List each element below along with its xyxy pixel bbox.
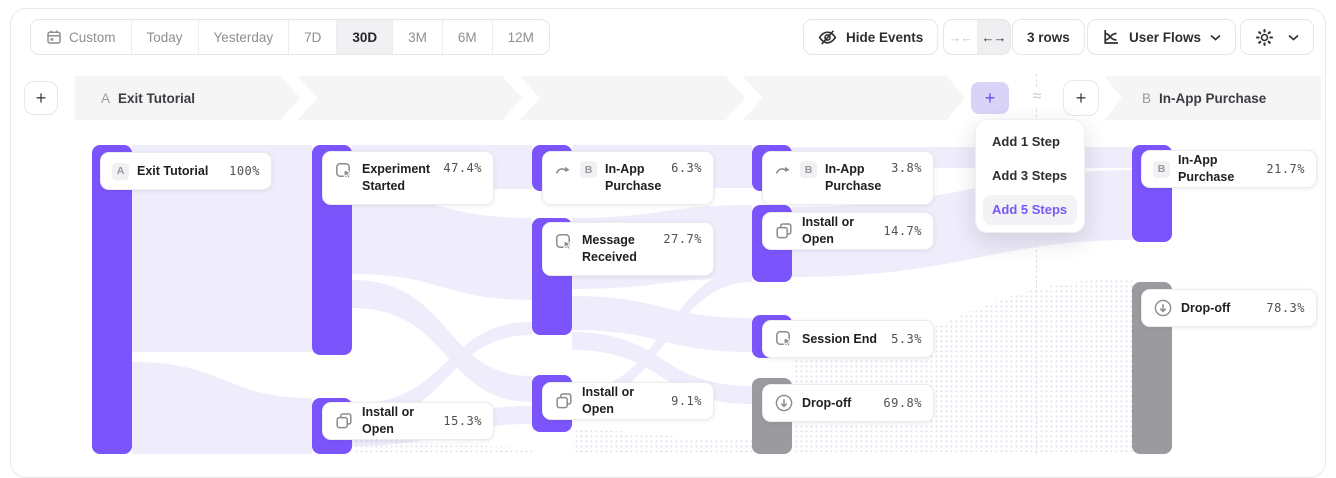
flow-node-in-app-purchase-2[interactable]: B In-App Purchase 3.8% <box>762 151 934 205</box>
add-step-before-b-button[interactable]: + <box>1063 80 1099 116</box>
node-label: Install or Open <box>802 215 855 246</box>
install-icon <box>774 221 794 241</box>
step-b-letter: B <box>1142 90 1152 106</box>
flow-node-drop-off-1[interactable]: Drop-off 69.8% <box>762 384 934 422</box>
date-range-custom[interactable]: Custom <box>31 20 131 54</box>
action-event-icon <box>774 329 794 349</box>
flow-node-in-app-purchase-1[interactable]: B In-App Purchase 6.3% <box>542 151 714 205</box>
flow-node-in-app-purchase-b[interactable]: B In-App Purchase 21.7% <box>1141 150 1317 188</box>
step-badge-b: B <box>800 161 817 178</box>
node-percentage: 9.1% <box>671 394 702 408</box>
step-b-label: In-App Purchase <box>1159 90 1267 106</box>
eye-off-icon <box>818 29 837 45</box>
flow-node-experiment-started[interactable]: Experiment Started 47.4% <box>322 151 494 205</box>
user-flows-icon <box>1104 30 1118 44</box>
flow-node-message-received[interactable]: Message Received 27.7% <box>542 222 714 276</box>
rows-button[interactable]: 3 rows <box>1012 19 1085 55</box>
date-range-7d[interactable]: 7D <box>288 20 336 54</box>
node-percentage: 78.3% <box>1266 301 1305 315</box>
date-range-3m[interactable]: 3M <box>392 20 442 54</box>
install-icon <box>554 391 574 411</box>
date-range-30d[interactable]: 30D <box>336 20 393 54</box>
node-percentage: 5.3% <box>891 332 922 346</box>
node-percentage: 14.7% <box>883 224 922 238</box>
flow-node-install-or-open-2[interactable]: Install or Open 9.1% <box>542 382 714 420</box>
calendar-icon <box>47 30 61 44</box>
node-label: Install or Open <box>362 405 415 436</box>
step-a-label: Exit Tutorial <box>118 90 196 106</box>
step-b-header[interactable]: B In-App Purchase <box>1104 76 1321 120</box>
flow-bar-exit-tutorial[interactable] <box>92 145 132 454</box>
column-width-toggle: →← ←→ <box>943 19 1011 55</box>
flow-node-drop-off-2[interactable]: Drop-off 78.3% <box>1141 289 1317 327</box>
drop-off-icon <box>774 393 794 413</box>
node-label: In-App Purchase <box>605 162 662 193</box>
node-label: Drop-off <box>802 395 852 410</box>
node-label: Message Received <box>582 233 637 264</box>
date-range-yesterday[interactable]: Yesterday <box>197 20 289 54</box>
node-label: Exit Tutorial <box>137 163 209 178</box>
date-range-selector: Custom Today Yesterday 7D 30D 3M 6M 12M <box>30 19 550 55</box>
node-percentage: 15.3% <box>443 414 482 428</box>
date-range-12m[interactable]: 12M <box>491 20 549 54</box>
node-label: Drop-off <box>1181 300 1231 315</box>
jump-to-event-icon <box>774 161 792 179</box>
node-percentage: 27.7% <box>663 232 702 246</box>
add-step-middle-button[interactable]: + <box>971 82 1009 114</box>
node-percentage: 21.7% <box>1266 162 1305 176</box>
node-percentage: 100% <box>229 164 260 178</box>
approx-symbol: ≈ <box>1024 87 1050 107</box>
gear-icon <box>1255 28 1274 46</box>
node-percentage: 69.8% <box>883 396 922 410</box>
hide-events-label: Hide Events <box>846 29 924 45</box>
chevron-down-icon <box>1288 34 1299 41</box>
rows-label: 3 rows <box>1027 29 1070 45</box>
chevron-down-icon <box>1210 34 1221 41</box>
hide-events-button[interactable]: Hide Events <box>803 19 939 55</box>
flow-node-install-or-open-3[interactable]: Install or Open 14.7% <box>762 212 934 250</box>
jump-to-event-icon <box>554 161 572 179</box>
flow-node-session-end[interactable]: Session End 5.3% <box>762 320 934 358</box>
date-range-6m[interactable]: 6M <box>441 20 492 54</box>
flow-node-install-or-open-1[interactable]: Install or Open 15.3% <box>322 402 494 440</box>
add-step-menu: Add 1 Step Add 3 Steps Add 5 Steps <box>975 119 1085 233</box>
step-badge-b: B <box>1153 160 1170 178</box>
install-icon <box>334 411 354 431</box>
node-label: In-App Purchase <box>1178 153 1235 184</box>
drop-off-icon <box>1153 298 1173 318</box>
node-percentage: 47.4% <box>443 161 482 175</box>
date-range-label: Custom <box>69 29 116 45</box>
view-selector-label: User Flows <box>1129 29 1202 45</box>
view-selector-button[interactable]: User Flows <box>1087 19 1237 55</box>
step-a-letter: A <box>101 90 111 106</box>
step-badge-a: A <box>112 162 129 180</box>
expand-columns-icon[interactable]: ←→ <box>977 20 1010 54</box>
date-range-today[interactable]: Today <box>130 20 198 54</box>
add-step-start-button[interactable]: + <box>24 81 58 115</box>
flow-node-exit-tutorial[interactable]: A Exit Tutorial 100% <box>100 152 272 190</box>
step-badge-b: B <box>580 161 597 178</box>
node-label: Install or Open <box>582 385 635 416</box>
settings-dropdown-button[interactable] <box>1240 19 1314 55</box>
node-label: Session End <box>802 331 878 346</box>
collapse-columns-icon[interactable]: →← <box>948 29 974 45</box>
action-event-icon <box>334 161 354 181</box>
node-percentage: 3.8% <box>891 161 922 175</box>
node-percentage: 6.3% <box>671 161 702 175</box>
menu-item-add-5-steps[interactable]: Add 5 Steps <box>983 195 1077 225</box>
action-event-icon <box>554 232 574 252</box>
menu-item-add-1-step[interactable]: Add 1 Step <box>992 134 1060 149</box>
step-a-header[interactable]: A Exit Tutorial <box>75 76 965 120</box>
menu-item-add-3-steps[interactable]: Add 3 Steps <box>992 168 1068 183</box>
node-label: Experiment Started <box>362 162 431 193</box>
node-label: In-App Purchase <box>825 162 882 193</box>
